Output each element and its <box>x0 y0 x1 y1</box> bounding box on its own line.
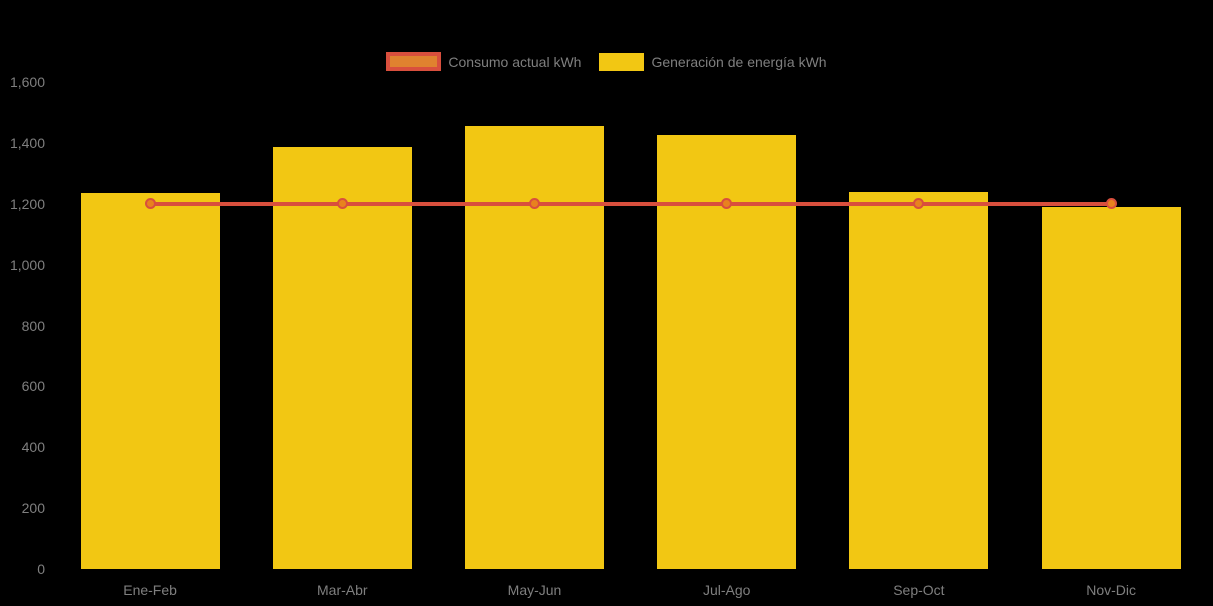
consumo-line-swatch-icon <box>386 52 442 71</box>
generation-bar[interactable] <box>1041 206 1181 569</box>
y-axis-tick-label: 1,400 <box>9 134 45 151</box>
generation-bar[interactable] <box>80 193 220 569</box>
y-axis-tick-label: 800 <box>21 317 45 334</box>
generacion-bar-swatch-icon <box>599 52 645 71</box>
generation-bar[interactable] <box>465 126 604 569</box>
consumption-line-marker[interactable] <box>913 198 925 210</box>
y-axis-tick-label: 0 <box>37 561 45 577</box>
y-axis-tick-label: 1,600 <box>9 74 45 90</box>
y-axis-tick-label: 1,000 <box>9 256 45 273</box>
legend: Consumo actual kWh Generación de energía… <box>0 52 1213 71</box>
consumption-line[interactable] <box>150 201 1112 206</box>
x-axis-category-label: May-Jun <box>507 582 562 598</box>
x-axis-category-label: Jul-Ago <box>702 582 751 598</box>
consumption-line-marker[interactable] <box>1105 198 1117 210</box>
consumption-line-marker[interactable] <box>336 198 348 210</box>
legend-item-consumo[interactable]: Consumo actual kWh <box>386 52 581 71</box>
generation-bar[interactable] <box>272 147 412 569</box>
y-axis-tick-label: 400 <box>21 439 45 456</box>
x-axis-category-label: Ene-Feb <box>123 582 177 598</box>
y-axis-tick-label: 200 <box>21 500 45 517</box>
x-axis-category-label: Mar-Abr <box>317 582 368 598</box>
consumption-line-marker[interactable] <box>721 198 733 210</box>
legend-label-consumo: Consumo actual kWh <box>448 53 582 70</box>
generation-bar[interactable] <box>849 191 989 569</box>
legend-item-generacion[interactable]: Generación de energía kWh <box>599 52 827 71</box>
x-axis-category-label: Sep-Oct <box>893 582 945 598</box>
y-axis-tick-label: 600 <box>21 378 45 395</box>
x-axis-category-label: Nov-Dic <box>1086 582 1136 598</box>
consumption-line-marker[interactable] <box>144 198 156 210</box>
consumption-line-marker[interactable] <box>529 198 540 210</box>
legend-label-generacion: Generación de energía kWh <box>651 53 827 70</box>
y-axis-tick-label: 1,200 <box>9 195 45 212</box>
